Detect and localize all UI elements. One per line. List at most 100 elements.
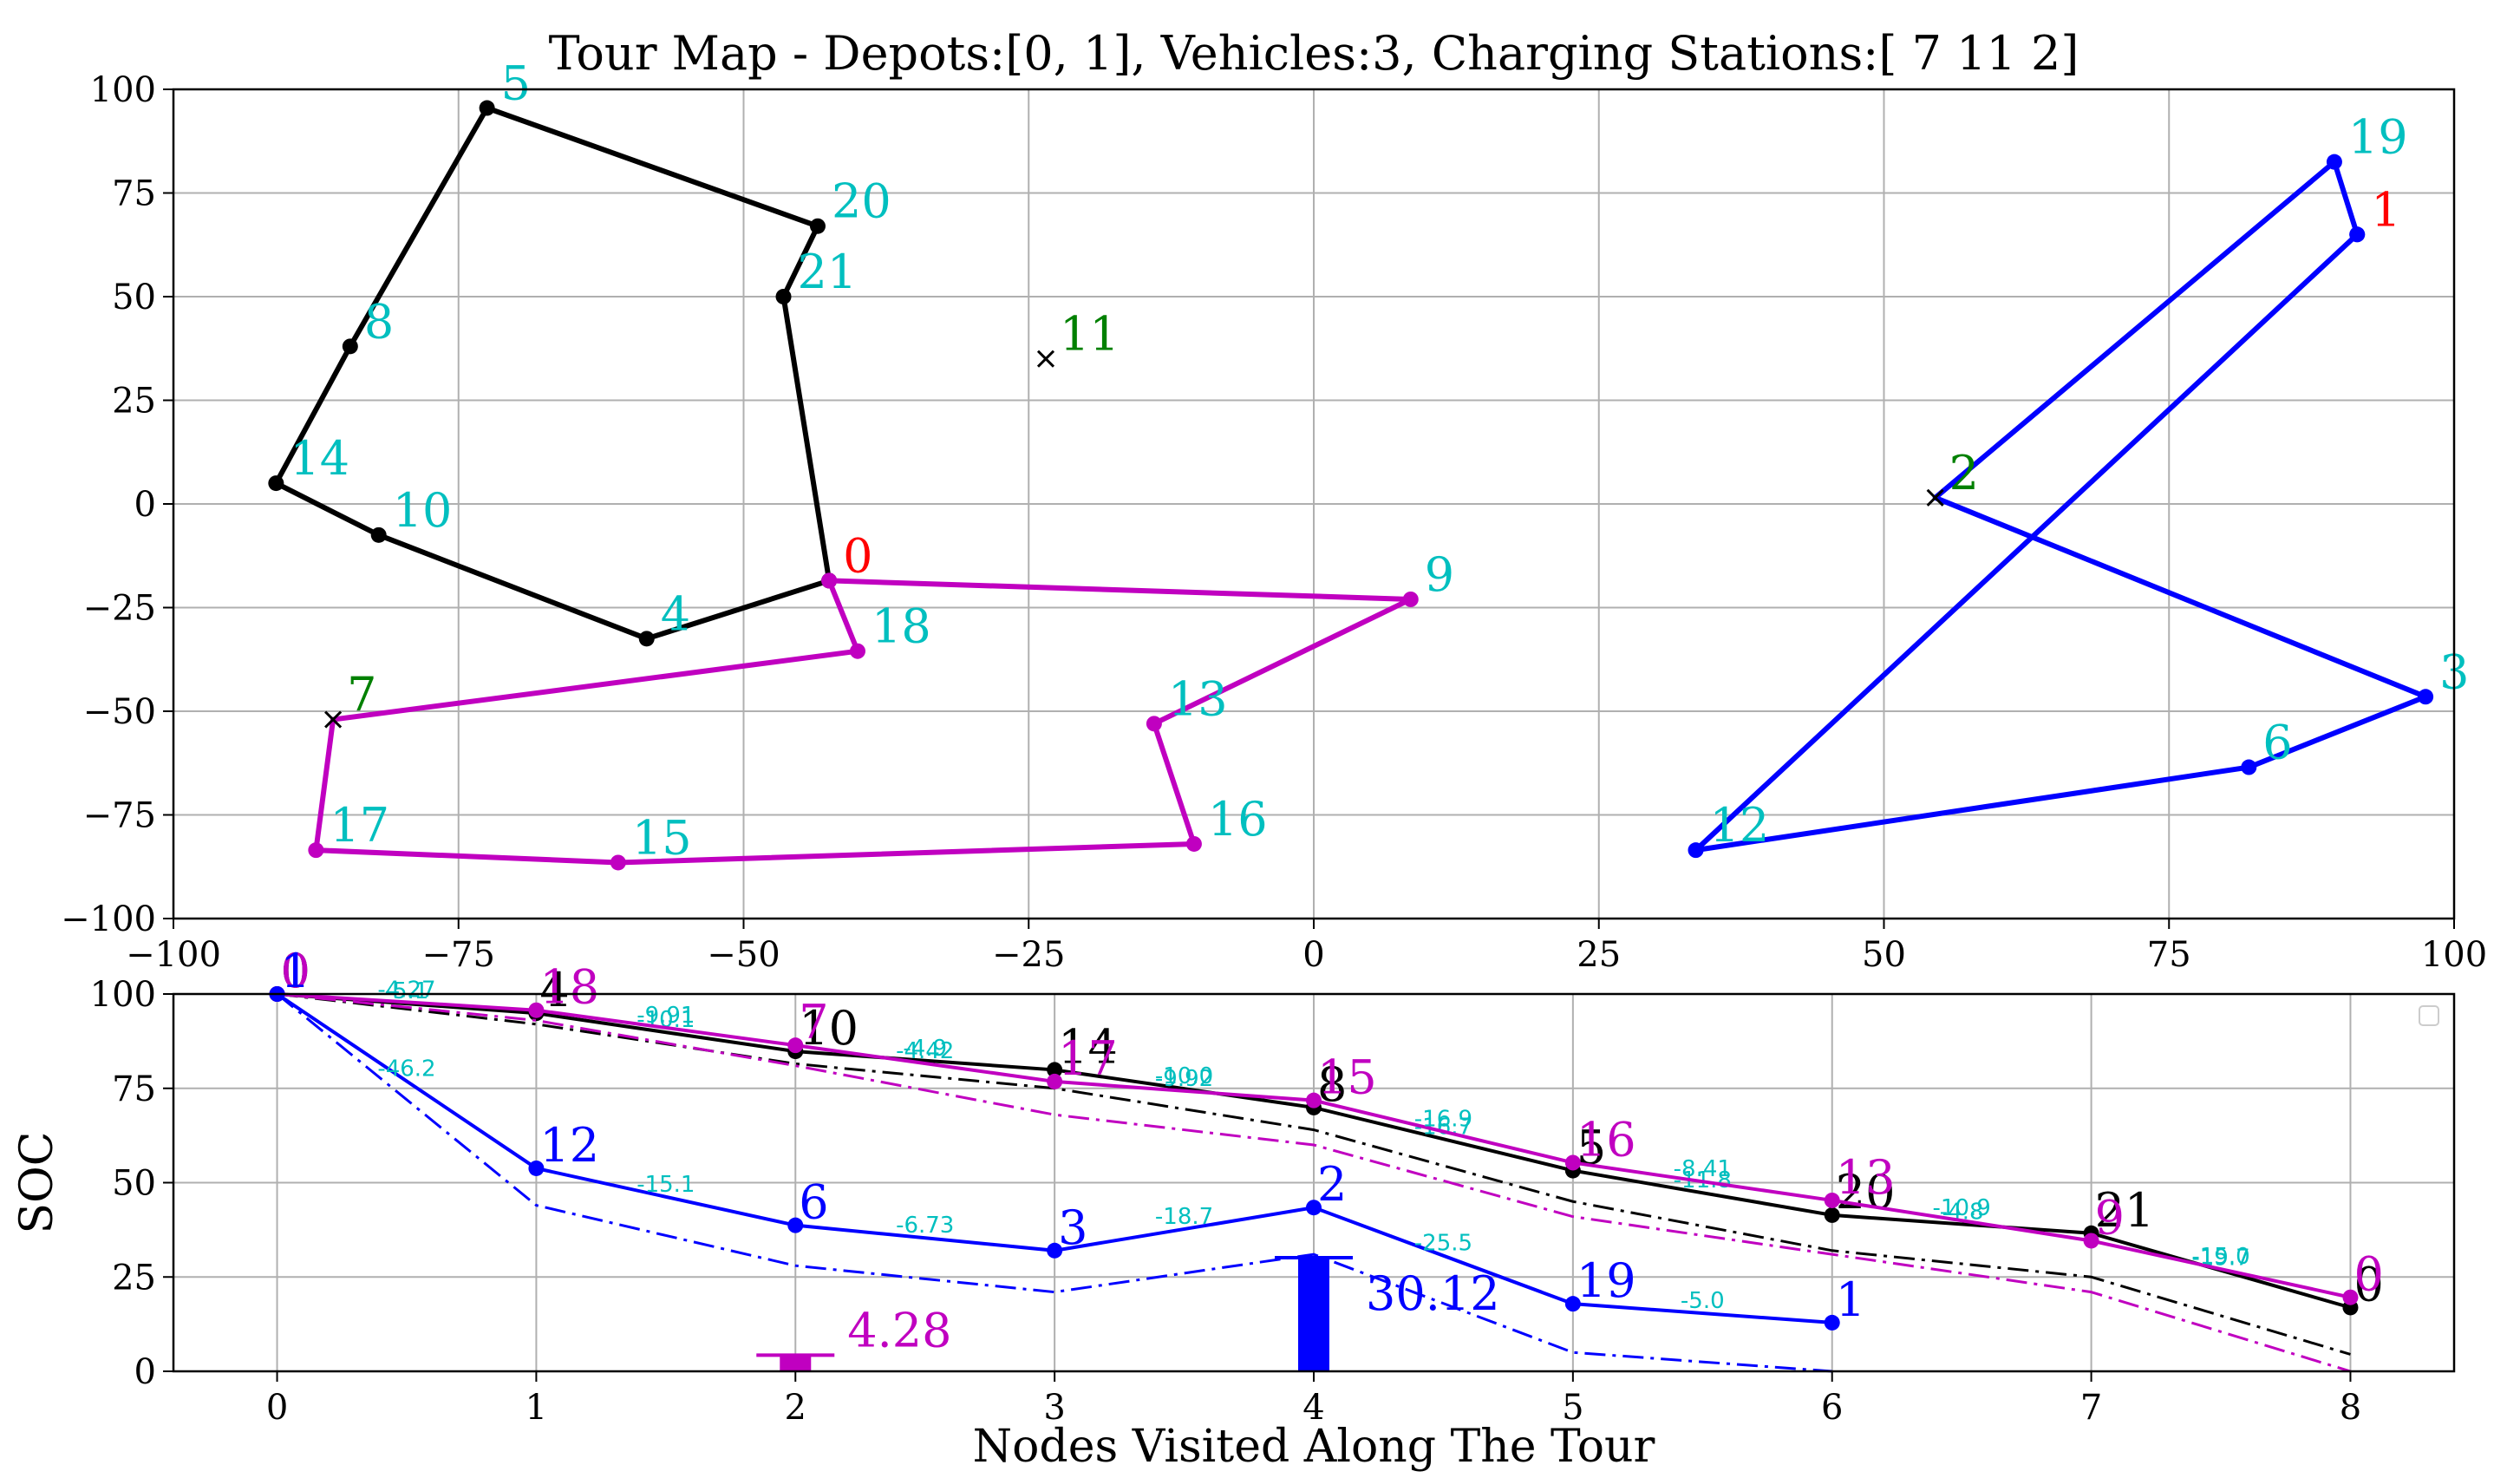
soc-node-label: 12 <box>539 1118 599 1173</box>
soc-point <box>787 1037 804 1054</box>
tour-map-xtick-label: 25 <box>1577 935 1621 975</box>
soc-node-label: 1 <box>281 944 310 998</box>
soc-segment-label: -15.1 <box>637 1172 695 1198</box>
node-label-1: 1 <box>2371 182 2400 237</box>
route-node-marker <box>775 289 792 304</box>
soc-ytick-label: 50 <box>112 1164 156 1204</box>
charging-station-marker <box>1036 350 1055 368</box>
soc-node-label: 0 <box>281 944 310 998</box>
tour-map-xtick-label: −100 <box>126 935 221 975</box>
tour-map-title: Tour Map - Depots:[0, 1], Vehicles:3, Ch… <box>549 26 2079 81</box>
route-node-marker <box>1146 716 1162 732</box>
soc-segment-label: -4.27 <box>377 977 435 1003</box>
soc-node-label: 1 <box>1836 1272 1865 1327</box>
tour-map-ticks: −100 −75 −50 −25 0 25 50 75 1001007550250−25−50−… <box>61 70 2487 975</box>
tour-map-xtick-label: 50 <box>1862 935 1906 975</box>
soc-ytick-label: 25 <box>112 1258 156 1298</box>
node-label-12: 12 <box>1710 798 1770 853</box>
tour-map-ytick-label: 75 <box>112 174 156 214</box>
charging-station-marker <box>324 710 343 729</box>
soc-point <box>2342 1289 2359 1305</box>
soc-xtick-label: 2 <box>785 1388 806 1428</box>
tour-map-routes <box>268 100 2434 871</box>
node-label-8: 8 <box>364 294 394 349</box>
soc-node-label: 3 <box>1058 1200 1087 1255</box>
node-label-20: 20 <box>832 174 891 229</box>
node-label-11: 11 <box>1060 307 1120 362</box>
route-node-marker <box>821 572 838 589</box>
soc-segment-label: -19.7 <box>2191 1246 2249 1272</box>
soc-node-label: 18 <box>539 960 599 1015</box>
route-node-marker <box>638 631 655 647</box>
soc-segment-label: -8.41 <box>1674 1156 1732 1182</box>
route-node-marker <box>610 854 626 871</box>
soc-node-label: 15 <box>1317 1050 1377 1105</box>
soc-segment-label: -10.0 <box>1155 1063 1213 1089</box>
tour-map-xtick-label: −50 <box>707 935 780 975</box>
soc-node-label: 21 <box>2095 1183 2155 1238</box>
node-label-9: 9 <box>1425 547 1454 602</box>
route-node-marker <box>850 643 865 659</box>
soc-point <box>528 1002 545 1018</box>
soc-point <box>1306 1200 1322 1216</box>
route-node-marker <box>1402 591 1419 607</box>
soc-segment-label: -15.0 <box>2191 1244 2249 1270</box>
soc-point <box>2083 1233 2099 1249</box>
soc-xtick-label: 7 <box>2080 1388 2102 1428</box>
soc-legend-box <box>2419 1005 2439 1026</box>
tour-map-xtick-label: 0 <box>1302 935 1324 975</box>
charging-station-marker <box>1926 488 1944 507</box>
soc-point <box>1047 1062 1063 1078</box>
soc-segment-label: -9.91 <box>637 1003 695 1029</box>
soc-point <box>1306 1092 1322 1108</box>
node-label-5: 5 <box>501 56 531 111</box>
node-label-17: 17 <box>330 798 389 853</box>
node-label-16: 16 <box>1208 792 1268 847</box>
soc-x-axis-label: Nodes Visited Along The Tour <box>973 1421 1655 1473</box>
soc-lower-bound-line <box>277 992 2351 1356</box>
node-label-19: 19 <box>2348 110 2408 165</box>
tour-map-ytick-label: −25 <box>83 589 156 629</box>
soc-lower-bound-line <box>277 992 2351 1373</box>
soc-xtick-label: 8 <box>2340 1388 2361 1428</box>
soc-ytick-label: 75 <box>112 1069 156 1109</box>
route-node-marker <box>479 100 495 116</box>
route-node-marker <box>268 475 284 492</box>
charging-bar-label: 30.12 <box>1366 1266 1500 1321</box>
node-label-21: 21 <box>798 245 858 299</box>
soc-xtick-label: 1 <box>526 1388 547 1428</box>
soc-point <box>1564 1154 1581 1171</box>
route-vehicle-3 <box>1693 159 2429 853</box>
soc-charging-bars: 4.28 30.12 <box>756 1255 1500 1371</box>
node-label-7: 7 <box>347 668 376 723</box>
route-node-marker <box>308 842 324 859</box>
route-node-marker <box>370 526 387 543</box>
soc-node-label: 0 <box>281 944 310 998</box>
route-node-marker <box>809 218 826 234</box>
tour-map-ytick-label: 25 <box>112 382 156 422</box>
soc-xtick-label: 4 <box>1302 1388 1324 1428</box>
tour-map-xtick-label: −25 <box>992 935 1065 975</box>
soc-node-label: 13 <box>1836 1150 1896 1205</box>
soc-ytick-label: 0 <box>134 1352 156 1392</box>
soc-segment-label: -6.73 <box>896 1213 954 1239</box>
route-node-marker <box>2418 689 2434 705</box>
route-node-marker <box>1185 835 1202 852</box>
route-node-marker <box>342 338 358 355</box>
soc-segment-label: -4.42 <box>896 1038 954 1064</box>
soc-segment-label: -25.5 <box>1414 1231 1472 1257</box>
charging-bar-label: 4.28 <box>847 1303 951 1357</box>
node-label-14: 14 <box>290 431 349 486</box>
tour-map-xtick-label: 75 <box>2147 935 2191 975</box>
charging-bar <box>780 1355 812 1371</box>
soc-node-label: 0 <box>2354 1257 2383 1311</box>
tour-map-ytick-label: 50 <box>112 278 156 317</box>
node-label-15: 15 <box>632 810 692 865</box>
node-label-0: 0 <box>843 528 872 583</box>
soc-xtick-label: 6 <box>1821 1388 1843 1428</box>
route-node-marker <box>1688 842 1704 859</box>
soc-node-label: 2 <box>1317 1157 1347 1212</box>
